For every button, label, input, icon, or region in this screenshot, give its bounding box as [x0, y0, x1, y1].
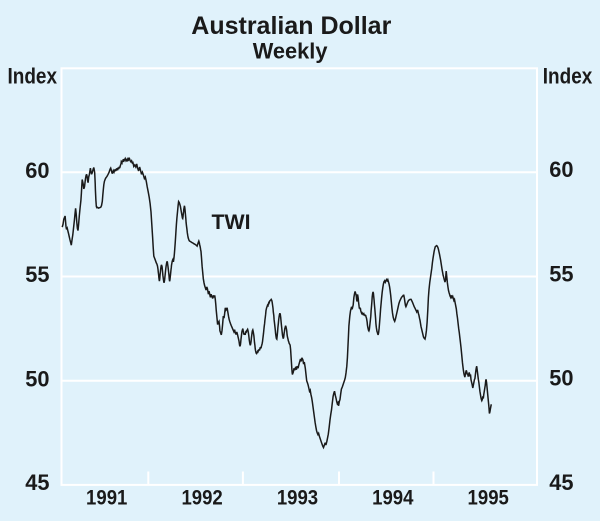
svg-text:60: 60	[549, 157, 573, 182]
svg-text:Australian Dollar: Australian Dollar	[191, 12, 391, 40]
svg-text:Index: Index	[8, 64, 58, 89]
svg-text:1995: 1995	[468, 486, 509, 510]
svg-text:TWI: TWI	[211, 210, 250, 234]
svg-text:Index: Index	[543, 64, 593, 89]
svg-text:1991: 1991	[86, 486, 127, 510]
svg-text:1994: 1994	[372, 486, 413, 510]
svg-text:50: 50	[549, 366, 573, 391]
svg-text:45: 45	[25, 470, 49, 495]
svg-text:45: 45	[549, 470, 573, 495]
svg-text:60: 60	[25, 158, 49, 183]
svg-text:Weekly: Weekly	[253, 38, 328, 63]
svg-text:55: 55	[549, 261, 573, 286]
svg-text:1992: 1992	[181, 486, 222, 510]
svg-text:1993: 1993	[277, 486, 318, 510]
svg-text:55: 55	[25, 262, 49, 287]
svg-text:50: 50	[25, 366, 49, 391]
